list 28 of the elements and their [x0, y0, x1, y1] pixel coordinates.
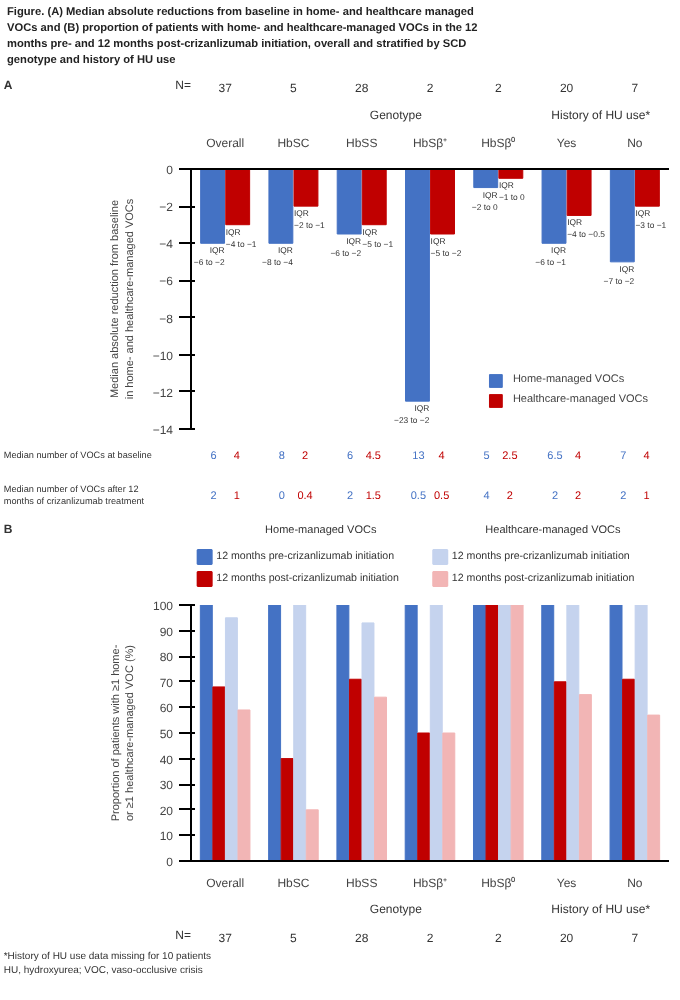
bar — [305, 809, 319, 861]
bar — [578, 694, 592, 861]
bar — [510, 605, 524, 861]
bar — [224, 617, 238, 861]
bar — [498, 605, 512, 861]
bar — [541, 605, 555, 861]
bar — [293, 605, 307, 861]
bar — [442, 732, 456, 861]
bar — [472, 605, 486, 861]
bar — [622, 678, 636, 861]
bar — [485, 605, 499, 861]
bar — [212, 686, 226, 861]
bar — [553, 681, 567, 861]
bar — [566, 605, 580, 861]
bar — [361, 622, 375, 861]
bar — [647, 714, 661, 861]
bar — [404, 605, 418, 861]
bar — [237, 709, 251, 861]
bar — [609, 605, 623, 861]
bar — [336, 605, 350, 861]
bar — [280, 758, 294, 861]
bar — [374, 696, 388, 861]
bar — [417, 732, 431, 861]
bar — [268, 605, 282, 861]
bar — [634, 605, 648, 861]
bar — [199, 605, 213, 861]
bar — [348, 678, 362, 861]
bar — [429, 605, 443, 861]
